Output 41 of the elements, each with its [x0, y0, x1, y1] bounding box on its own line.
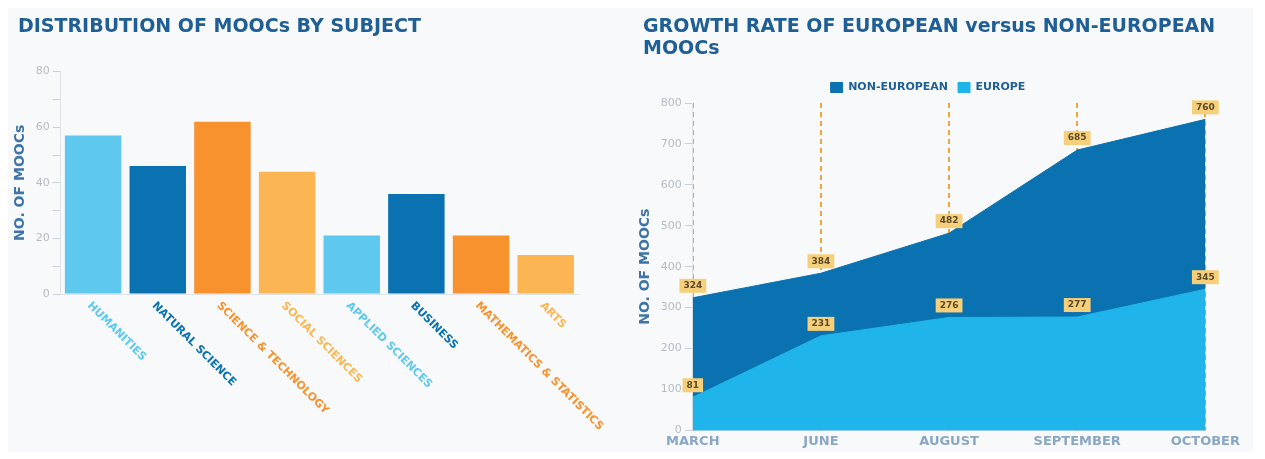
data-label: 685: [1067, 132, 1087, 143]
bar: [129, 166, 186, 294]
chart-title: DISTRIBUTION OF MOOCs BY SUBJECT: [18, 14, 422, 38]
data-label: 345: [1195, 271, 1215, 282]
y-tick-label: 600: [660, 177, 682, 191]
bar: [323, 235, 380, 294]
y-tick-label: 400: [660, 259, 682, 273]
y-tick-label: 300: [660, 300, 682, 314]
y-tick-label: 0: [42, 286, 50, 300]
y-axis-title: NO. OF MOOCs: [11, 124, 28, 241]
y-axis-title: NO. OF MOOCs: [636, 208, 653, 325]
x-tick-label: SEPTEMBER: [1033, 432, 1121, 448]
y-tick-label: 100: [660, 382, 682, 396]
bar: [388, 193, 445, 294]
y-tick-label: 60: [35, 120, 50, 134]
data-label: 231: [811, 318, 831, 329]
chart-title: GROWTH RATE OF EUROPEAN versus NON-EUROPEAN MOOCs: [643, 14, 1217, 60]
legend-label: NON-EUROPEAN: [848, 80, 949, 94]
bar: [452, 235, 510, 294]
y-tick-label: 20: [35, 231, 50, 245]
data-label: 277: [1067, 299, 1087, 310]
data-label: 482: [939, 215, 959, 226]
bar: [64, 135, 122, 294]
bar: [194, 121, 251, 294]
data-label: 276: [939, 299, 959, 310]
x-tick-label: JUNE: [802, 432, 839, 448]
y-tick-label: 500: [660, 218, 682, 232]
bar: [258, 171, 316, 294]
y-tick-label: 700: [660, 136, 682, 150]
x-tick-label: OCTOBER: [1170, 432, 1240, 448]
y-tick-label: 200: [660, 341, 682, 355]
bar: [517, 255, 574, 294]
data-label: 760: [1195, 101, 1215, 112]
legend-label: EUROPE: [975, 80, 1026, 94]
data-label: 81: [686, 379, 700, 390]
y-tick-label: 800: [660, 95, 682, 109]
x-tick-label: AUGUST: [919, 432, 980, 448]
data-label: 384: [811, 255, 831, 266]
data-label: 324: [683, 280, 703, 291]
y-tick-label: 80: [35, 64, 50, 78]
y-tick-label: 40: [35, 175, 50, 189]
